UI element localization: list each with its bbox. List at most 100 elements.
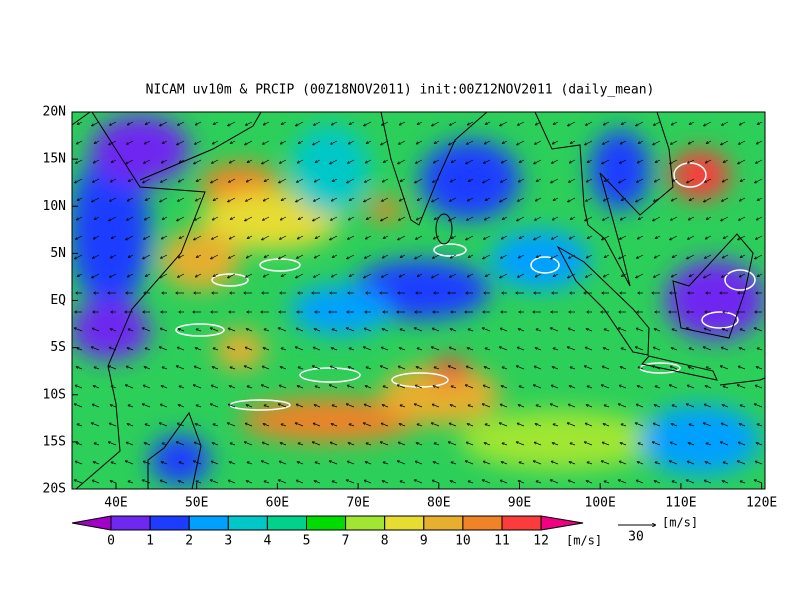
wind-arrow (653, 140, 661, 145)
wind-arrow (518, 121, 525, 125)
wind-arrow (483, 404, 491, 408)
wind-arrow (468, 329, 474, 332)
wind-arrow (688, 443, 695, 446)
wind-arrow (248, 159, 253, 162)
wind-arrow (127, 216, 134, 220)
wind-arrow (670, 461, 678, 465)
wind-arrow (331, 140, 338, 144)
wind-arrow (552, 159, 559, 163)
wind-arrow (245, 347, 253, 351)
wind-arrow (316, 235, 321, 238)
map-title: NICAM uv10m & PRCIP (00Z18NOV2011) init:… (146, 83, 655, 98)
wind-arrow (622, 197, 627, 200)
wind-arrow (195, 216, 202, 220)
wind-arrow (502, 235, 508, 239)
wind-arrow (722, 329, 729, 332)
wind-arrow (450, 405, 457, 408)
wind-arrow (197, 178, 202, 181)
lat-label: 5S (50, 340, 66, 355)
wind-arrow (672, 121, 678, 125)
wind-arrow (264, 481, 270, 484)
wind-arrow (330, 461, 338, 465)
colorbar-cell (540, 515, 584, 531)
wind-arrow (554, 197, 559, 200)
wind-arrow (247, 178, 253, 182)
wind-arrow (534, 235, 542, 240)
wind-arrow (78, 273, 83, 276)
wind-arrow (553, 348, 559, 351)
wind-arrow (656, 235, 661, 238)
wind-arrow (281, 140, 287, 144)
wind-arrow (586, 405, 593, 408)
wind-arrow (382, 329, 389, 332)
wind-arrow (536, 481, 542, 484)
wind-arrow (178, 121, 185, 125)
wind-arrow (212, 159, 219, 163)
wind-arrow (517, 140, 525, 145)
wind-arrow (366, 443, 372, 446)
wind-arrow (111, 178, 117, 182)
wind-arrow (636, 273, 644, 278)
wind-arrow (401, 178, 406, 181)
wind-arrow (738, 159, 746, 164)
wind-arrow (602, 159, 610, 164)
wind-arrow (722, 121, 729, 125)
wind-arrow (517, 216, 525, 221)
colorbar-cell (345, 515, 386, 531)
wind-arrow (502, 367, 508, 370)
wind-arrow (179, 386, 185, 389)
wind-arrow (432, 404, 440, 408)
wind-arrow (245, 442, 253, 446)
wind-arrow (415, 178, 423, 183)
wind-arrow (347, 480, 355, 484)
wind-arrow (228, 480, 236, 484)
wind-arrow (755, 328, 763, 332)
wind-arrow (587, 254, 593, 258)
wind-arrow (605, 254, 610, 257)
wind-arrow (672, 197, 678, 201)
wind-arrow (213, 424, 219, 427)
wind-arrow (349, 348, 355, 351)
wind-arrow (348, 235, 355, 239)
wind-arrow (688, 235, 695, 239)
wind-arrow (144, 443, 151, 446)
wind-arrow (587, 462, 593, 465)
wind-arrow (160, 328, 168, 332)
wind-arrow (213, 348, 219, 351)
wind-arrow (264, 273, 270, 277)
wind-arrow (500, 121, 508, 126)
wind-arrow (519, 178, 525, 182)
lat-label: 20N (43, 105, 66, 120)
wind-arrow (432, 328, 440, 332)
wind-arrow (417, 424, 423, 427)
wind-arrow (670, 159, 678, 164)
colorbar-cell (462, 515, 503, 531)
wind-arrow (554, 121, 559, 124)
wind-arrow (382, 273, 389, 277)
wind-arrow (707, 216, 712, 219)
wind-arrow (160, 273, 168, 278)
wind-arrow (281, 424, 287, 427)
wind-arrow (194, 235, 202, 240)
wind-arrow (655, 462, 661, 465)
wind-arrow (704, 480, 712, 484)
wind-arrow (672, 329, 678, 332)
wind-arrow (160, 480, 168, 484)
wind-arrow (177, 347, 185, 351)
colorbar-cell (188, 515, 229, 531)
wind-arrow (755, 461, 763, 465)
wind-arrow (367, 140, 372, 143)
wind-arrow (517, 347, 525, 351)
wind-arrow (484, 367, 491, 370)
wind-arrow (721, 140, 729, 145)
lon-label: 70E (346, 496, 369, 511)
wind-arrow (705, 178, 712, 182)
wind-arrow (638, 159, 644, 163)
wind-arrow (741, 254, 746, 257)
wind-arrow (552, 443, 559, 446)
wind-arrow (486, 197, 491, 200)
wind-arrow (603, 348, 610, 351)
wind-arrow (78, 197, 83, 200)
wind-arrow (299, 140, 304, 143)
